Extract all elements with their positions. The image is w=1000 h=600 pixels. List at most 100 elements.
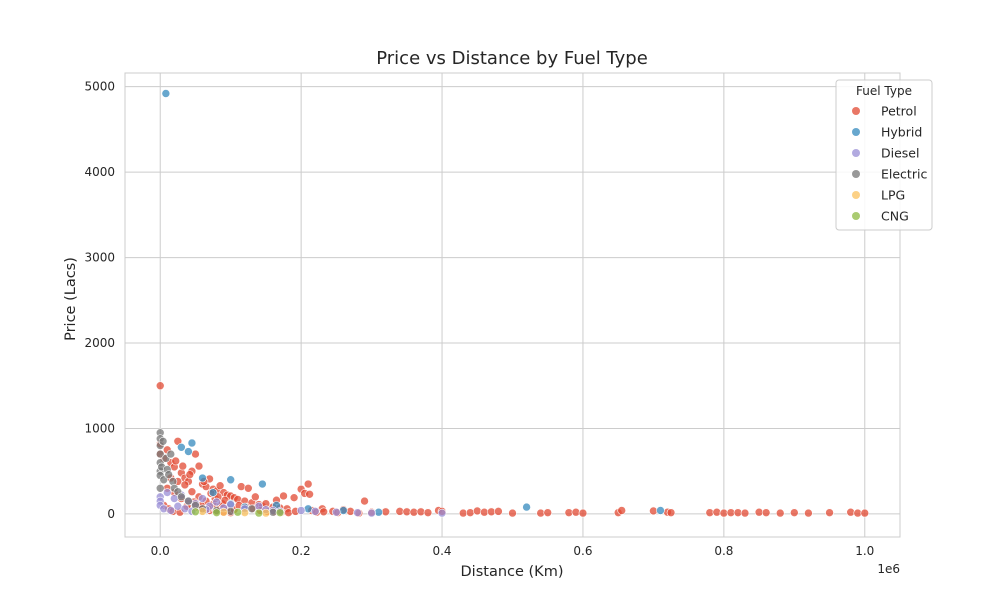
y-tick-label: 5000 [84,80,115,94]
data-point [508,508,517,518]
data-point [472,506,482,516]
data-points [155,89,870,518]
data-point [180,480,190,490]
data-point [162,488,172,497]
y-axis-label: Price (Lacs) [63,257,79,341]
data-point [740,508,750,518]
legend-item-lpg: LPG [852,188,905,203]
data-point [494,507,503,516]
y-tick-label: 1000 [84,421,115,435]
data-point [522,502,531,512]
legend-marker [852,170,860,178]
data-point [275,508,285,517]
data-point [226,507,235,516]
x-tick-label: 0.0 [151,544,170,558]
data-point [332,507,341,517]
data-point [465,508,475,517]
data-point [212,508,221,517]
data-point [215,481,225,491]
legend-item-electric: Electric [852,167,927,182]
x-tick-labels: 0.0 0.2 0.4 0.6 0.8 1.0 [151,544,875,558]
data-point [184,496,193,506]
chart-title: Price vs Distance by Fuel Type [376,48,648,69]
data-point [191,507,200,517]
legend-label: LPG [881,188,905,203]
axes-frame [124,72,901,538]
legend-label: Hybrid [881,125,922,140]
data-point [247,504,257,514]
data-point [825,508,834,517]
data-point [617,506,627,515]
legend-label: CNG [881,209,909,224]
data-point [161,89,171,98]
legend-item-diesel: Diesel [852,146,919,161]
data-point [367,508,376,518]
data-point [860,508,870,518]
data-point [346,507,355,516]
data-point [437,508,447,518]
data-point [159,504,169,514]
data-point [305,489,314,499]
data-point [289,493,299,502]
x-tick-label: 0.4 [432,544,451,558]
data-point [303,479,313,489]
data-point [310,507,320,516]
legend-label: Diesel [881,146,919,161]
data-point [846,507,855,517]
legend-marker [852,191,860,199]
data-point [251,492,260,502]
legend-marker [852,149,860,157]
legend-item-petrol: Petrol [852,104,917,119]
x-axis-offset-label: 1e6 [877,562,900,576]
data-point [360,496,369,506]
data-point [184,447,193,456]
legend-label: Petrol [881,104,917,119]
legend-box [835,79,933,231]
data-point [155,483,165,493]
data-point [666,508,676,517]
y-tick-label: 0 [107,507,115,521]
data-point [254,508,264,518]
data-point [775,508,785,518]
data-point [194,461,204,471]
data-point [243,483,253,493]
grid [125,73,900,537]
x-tick-label: 0.8 [714,544,733,558]
data-point [166,449,176,459]
series-electric [155,428,278,517]
data-point [177,492,186,502]
series-lpg [198,507,271,518]
data-point [208,488,218,497]
data-point [178,461,188,471]
data-point [339,506,348,515]
legend-item-cng: CNG [852,209,909,224]
y-tick-label: 3000 [84,251,115,265]
data-point [790,508,799,517]
data-point [804,508,813,518]
data-point [374,507,383,517]
legend-label: Electric [881,167,927,182]
data-point [198,473,207,483]
data-point [416,507,426,517]
data-point [226,475,235,485]
y-tick-labels: 0 1000 2000 3000 4000 5000 [84,80,115,521]
data-point [233,507,243,517]
legend-items: Petrol Hybrid Diesel Electric LPG CNG [852,104,927,224]
data-point [543,508,553,517]
data-point [353,508,362,517]
data-point [279,491,288,501]
data-point [571,507,581,517]
data-point [198,494,207,503]
x-tick-label: 0.6 [573,544,592,558]
data-point [185,470,195,479]
data-point [578,508,588,518]
legend-item-hybrid: Hybrid [852,125,922,140]
y-tick-label: 2000 [84,336,115,350]
data-point [212,497,221,507]
legend-marker [852,107,860,115]
data-point [258,479,267,489]
legend-marker [852,212,860,220]
